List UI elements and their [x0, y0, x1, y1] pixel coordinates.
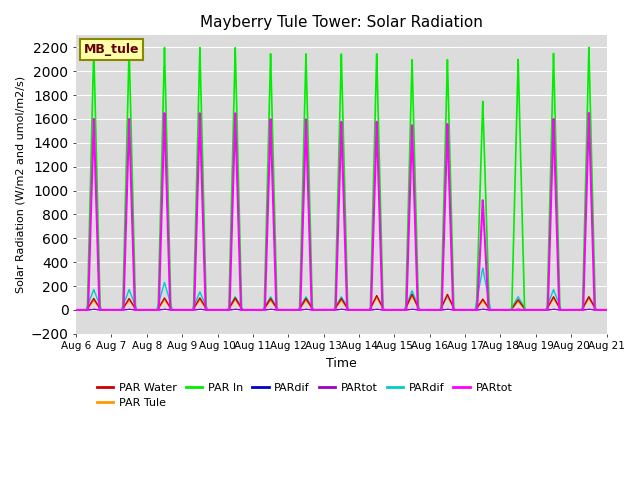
X-axis label: Time: Time: [326, 357, 356, 370]
Text: MB_tule: MB_tule: [84, 43, 140, 56]
Legend: PAR Water, PAR Tule, PAR In, PARdif, PARtot, PARdif, PARtot: PAR Water, PAR Tule, PAR In, PARdif, PAR…: [92, 378, 517, 412]
Title: Mayberry Tule Tower: Solar Radiation: Mayberry Tule Tower: Solar Radiation: [200, 15, 483, 30]
Y-axis label: Solar Radiation (W/m2 and umol/m2/s): Solar Radiation (W/m2 and umol/m2/s): [15, 76, 25, 293]
